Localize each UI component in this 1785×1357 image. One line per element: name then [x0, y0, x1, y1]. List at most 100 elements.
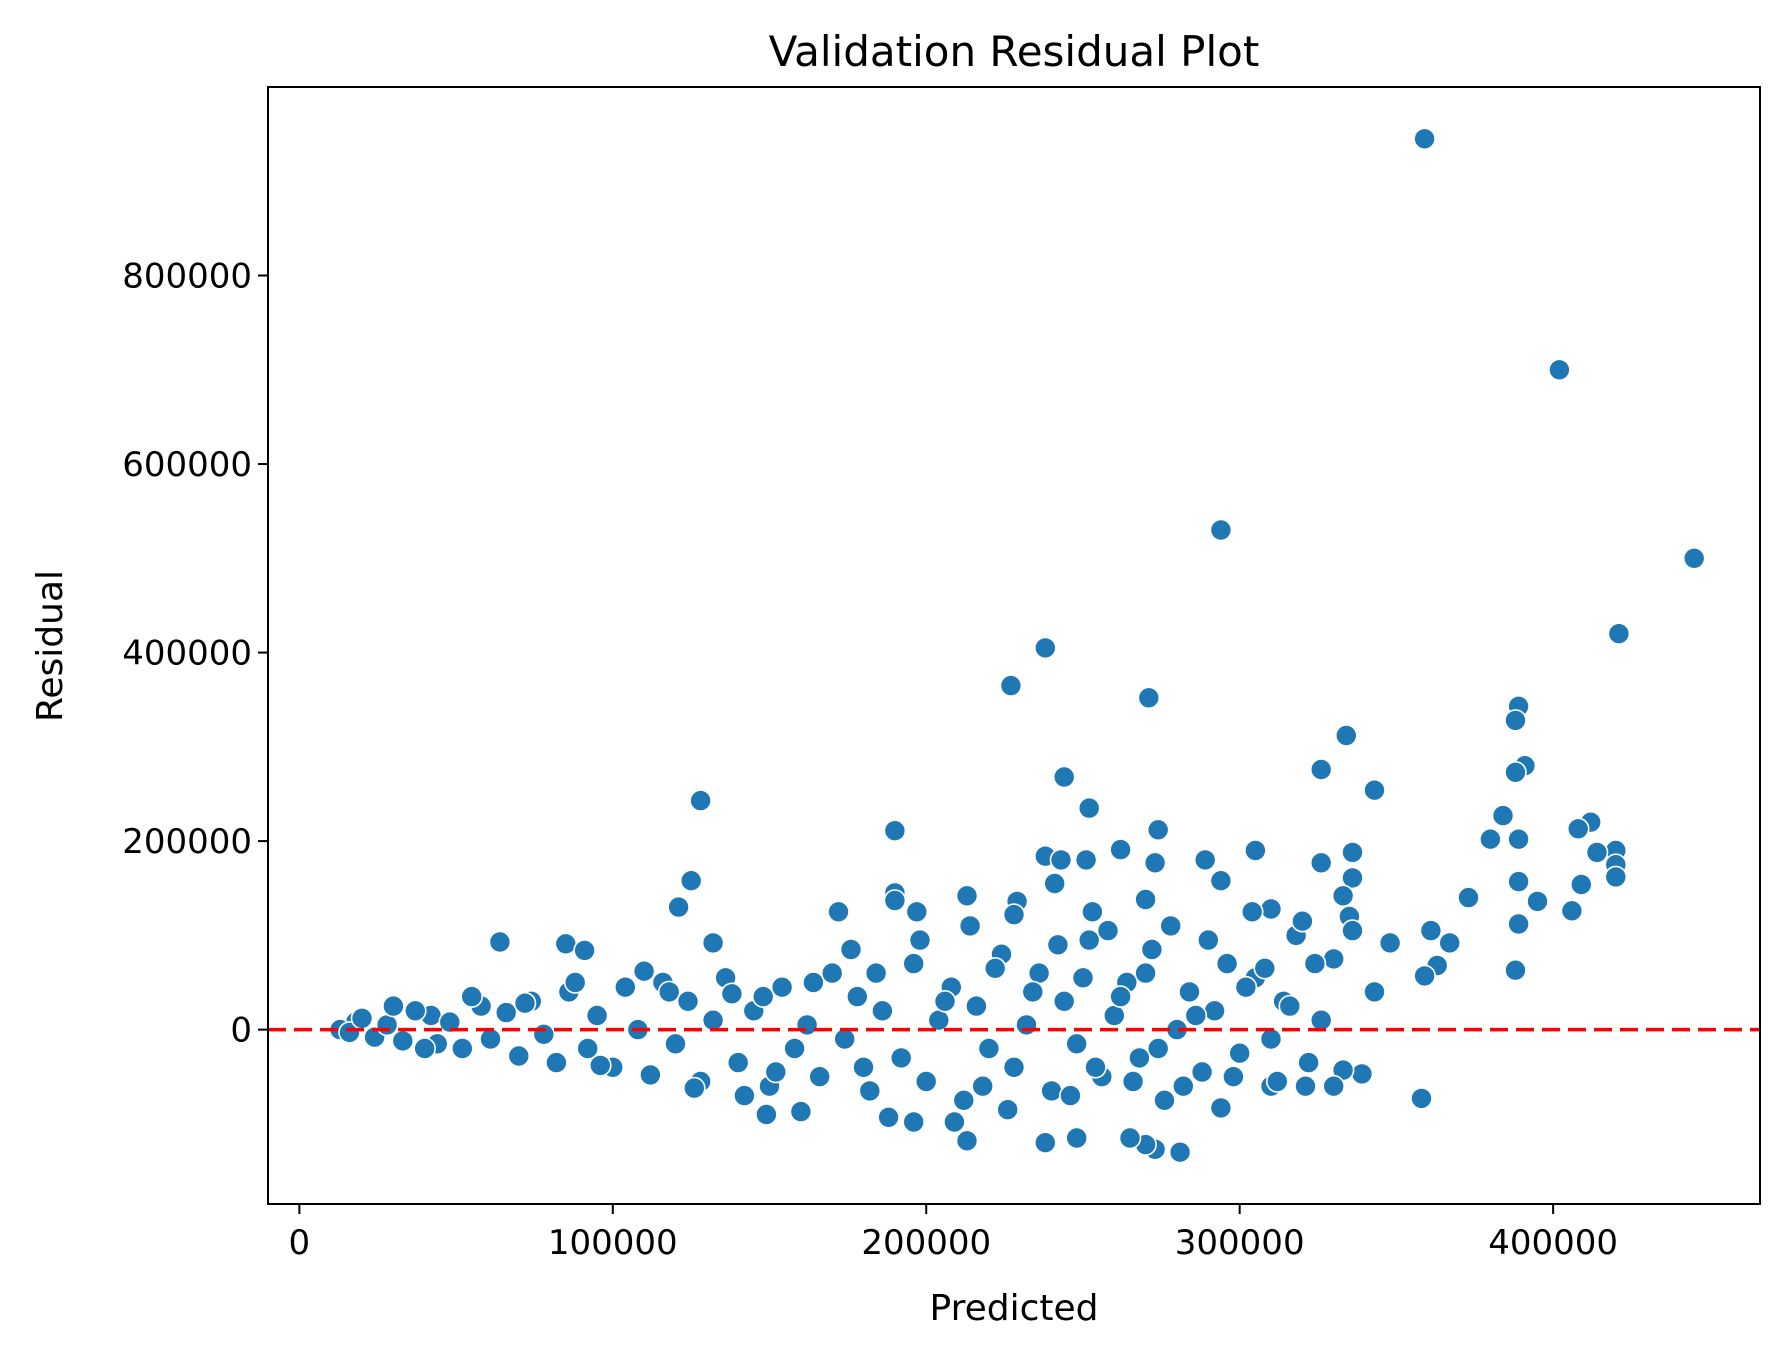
- scatter-point: [1084, 1056, 1107, 1079]
- scatter-point: [701, 931, 725, 955]
- scatter-point: [1118, 1126, 1142, 1150]
- scatter-point: [413, 1037, 437, 1060]
- scatter-point: [1002, 903, 1026, 926]
- scatter-point: [1228, 1041, 1251, 1065]
- scatter-point: [1222, 1065, 1245, 1088]
- scatter-point: [1034, 1131, 1057, 1154]
- scatter-point: [1253, 956, 1277, 980]
- scatter-point: [1413, 964, 1436, 988]
- scatter-point: [720, 982, 744, 1006]
- scatter-point: [1479, 827, 1502, 851]
- scatter-point: [820, 961, 844, 985]
- scatter-point: [852, 1056, 875, 1079]
- x-tick-label: 0: [289, 1223, 311, 1263]
- scatter-point: [751, 985, 775, 1008]
- scatter-point: [1168, 1140, 1192, 1164]
- scatter-point: [1002, 1056, 1026, 1079]
- scatter-point: [1077, 796, 1101, 820]
- scatter-point: [1570, 873, 1593, 896]
- scatter-point: [1215, 952, 1239, 975]
- scatter-point: [1378, 931, 1402, 955]
- scatter-point: [657, 980, 681, 1004]
- scatter-point: [1341, 919, 1364, 942]
- scatter-point: [905, 900, 929, 924]
- scatter-point: [1259, 897, 1283, 921]
- scatter-point: [1309, 851, 1333, 875]
- scatter-point: [802, 971, 825, 994]
- x-tick-label: 300000: [1175, 1223, 1305, 1263]
- scatter-point: [1331, 884, 1355, 908]
- scatter-point: [1193, 848, 1217, 872]
- scatter-point: [632, 959, 656, 983]
- scatter-point: [1560, 899, 1584, 923]
- scatter-point: [1491, 804, 1515, 827]
- scatter-point: [1363, 778, 1386, 802]
- scatter-point: [1363, 980, 1386, 1004]
- scatter-point: [1178, 980, 1201, 1004]
- scatter-point: [1507, 827, 1530, 851]
- scatter-point: [1153, 1089, 1176, 1112]
- scatter-point: [554, 932, 578, 956]
- scatter-point: [507, 1044, 531, 1068]
- scatter-point: [1109, 985, 1132, 1008]
- y-tick-label: 800000: [122, 257, 252, 297]
- scatter-point: [403, 999, 427, 1023]
- x-axis-ticks: 0 100000 200000 300000 400000: [289, 1204, 1618, 1263]
- scatter-points: [328, 127, 1706, 1164]
- scatter-point: [1046, 933, 1070, 957]
- scatter-point: [1259, 1027, 1283, 1051]
- scatter-point: [1052, 765, 1076, 789]
- scatter-point: [902, 1110, 926, 1134]
- scatter-point: [576, 1037, 600, 1060]
- x-tick-label: 100000: [548, 1223, 678, 1263]
- scatter-point: [1109, 838, 1132, 861]
- scatter-point: [733, 1084, 756, 1107]
- scatter-point: [1134, 961, 1157, 985]
- scatter-point: [902, 952, 926, 975]
- scatter-point: [1607, 622, 1631, 646]
- scatter-point: [1209, 1096, 1233, 1120]
- scatter-point: [1682, 546, 1706, 570]
- y-tick-label: 600000: [122, 445, 252, 485]
- scatter-point: [1172, 1074, 1195, 1098]
- scatter-point: [858, 1079, 882, 1103]
- scatter-point: [1244, 839, 1267, 862]
- scatter-point: [588, 1054, 612, 1077]
- scatter-point: [1413, 127, 1436, 151]
- scatter-point: [664, 1032, 687, 1056]
- scatter-point: [1240, 900, 1264, 924]
- scatter-point: [1103, 1004, 1126, 1027]
- scatter-point: [1203, 999, 1226, 1023]
- scatter-point: [927, 1008, 951, 1032]
- scatter-point: [479, 1027, 502, 1051]
- scatter-point: [1065, 1032, 1088, 1056]
- x-tick-label: 400000: [1488, 1223, 1618, 1263]
- scatter-point: [1504, 958, 1527, 982]
- scatter-point: [1034, 636, 1057, 660]
- scatter-point: [1322, 1074, 1345, 1098]
- scatter-point: [883, 889, 907, 912]
- scatter-point: [532, 1023, 556, 1046]
- scatter-point: [1146, 818, 1170, 842]
- scatter-point: [1134, 888, 1157, 911]
- scatter-point: [845, 985, 869, 1008]
- x-axis-label: Predicted: [930, 1288, 1099, 1329]
- scatter-point: [726, 1051, 750, 1074]
- scatter-point: [1507, 870, 1530, 893]
- scatter-point: [1438, 931, 1461, 955]
- scatter-point: [1410, 1087, 1433, 1110]
- scatter-point: [338, 1021, 361, 1044]
- scatter-point: [827, 900, 850, 924]
- scatter-point: [382, 994, 405, 1018]
- scatter-point: [839, 938, 863, 961]
- scatter-point: [955, 1129, 979, 1153]
- scatter-point: [871, 999, 894, 1023]
- scatter-point: [460, 985, 484, 1008]
- scatter-point: [971, 1074, 995, 1098]
- scatter-point: [977, 1037, 1001, 1060]
- scatter-point: [391, 1029, 415, 1053]
- scatter-point: [1159, 914, 1182, 938]
- scatter-point: [983, 956, 1007, 980]
- scatter-point: [679, 869, 703, 893]
